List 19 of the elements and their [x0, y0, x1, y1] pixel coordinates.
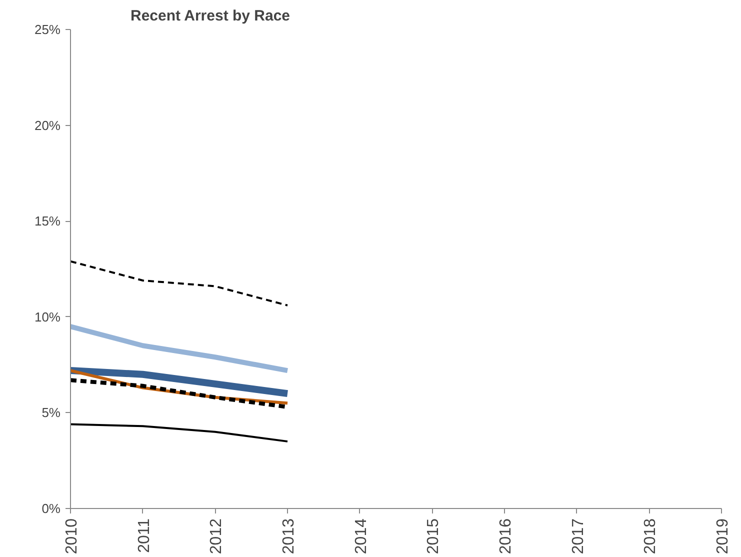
- x-tick-label: 2018: [642, 518, 660, 554]
- y-tick-label: 10%: [34, 309, 61, 324]
- x-tick-label: 2019: [714, 518, 732, 554]
- chart-title: Recent Arrest by Race: [130, 8, 290, 24]
- x-tick-label: 2013: [280, 518, 298, 554]
- x-tick-label: 2011: [136, 518, 153, 553]
- y-tick-label: 20%: [34, 118, 61, 133]
- line-series: [70, 260, 288, 306]
- x-tick-label: 2014: [352, 518, 370, 554]
- x-tick-label: 2016: [498, 518, 514, 554]
- x-tick-label: 2012: [208, 518, 226, 554]
- y-tick-label: 5%: [42, 405, 61, 420]
- line-series: [70, 423, 288, 442]
- x-tick-label: 2017: [570, 518, 587, 554]
- x-tick-label: 2010: [64, 518, 80, 554]
- y-tick-label: 15%: [34, 214, 61, 229]
- y-tick-label: 25%: [34, 22, 61, 37]
- y-tick-label: 0%: [42, 501, 61, 516]
- x-tick-label: 2015: [425, 518, 442, 554]
